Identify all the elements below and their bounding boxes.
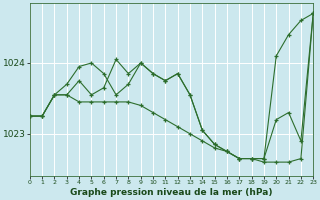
X-axis label: Graphe pression niveau de la mer (hPa): Graphe pression niveau de la mer (hPa): [70, 188, 273, 197]
